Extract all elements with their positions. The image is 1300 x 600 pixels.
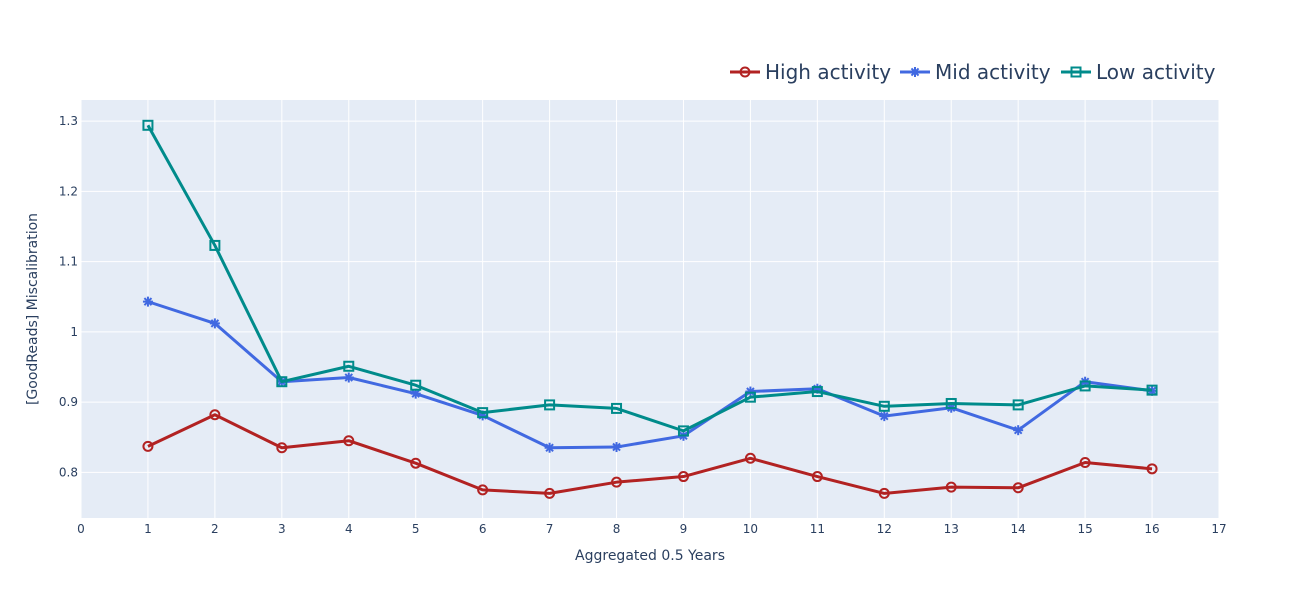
y-tick-label: 0.9 — [59, 395, 78, 409]
data-point-circle — [343, 435, 355, 447]
series-low-activity — [142, 119, 1158, 437]
data-point-asterisk — [343, 372, 354, 383]
x-tick-label: 16 — [1144, 522, 1159, 536]
legend-label: Low activity — [1096, 60, 1216, 84]
data-point-circle — [878, 487, 890, 499]
data-point-square — [544, 399, 556, 411]
grid-lines — [80, 100, 1220, 518]
data-point-asterisk — [1013, 425, 1024, 436]
y-tick-label: 1.3 — [59, 114, 78, 128]
data-point-asterisk — [142, 296, 153, 307]
x-tick-label: 3 — [278, 522, 286, 536]
data-point-circle — [410, 457, 422, 469]
plot-background — [81, 100, 1219, 518]
legend-label: Mid activity — [935, 60, 1051, 84]
y-tick-label: 1 — [70, 325, 78, 339]
y-tick-label: 0.8 — [59, 465, 78, 479]
series-line — [147, 413, 1153, 495]
x-tick-label: 12 — [877, 522, 892, 536]
legend: High activity Mid activity Low activity — [730, 60, 1216, 84]
data-point-asterisk — [611, 442, 622, 453]
data-point-circle — [1079, 457, 1091, 469]
data-point-circle — [811, 471, 823, 483]
data-point-square — [1146, 384, 1158, 396]
data-point-square — [209, 239, 221, 251]
x-tick-label: 5 — [412, 522, 420, 536]
x-axis-title: Aggregated 0.5 Years — [575, 548, 725, 564]
data-point-square — [945, 397, 957, 409]
y-axis-title: [GoodReads] Miscalibration — [25, 213, 41, 405]
x-tick-label: 10 — [743, 522, 758, 536]
x-tick-label: 8 — [613, 522, 621, 536]
data-point-circle — [739, 66, 751, 78]
series-high-activity — [142, 409, 1158, 499]
series-line — [146, 124, 1153, 433]
x-tick-label: 4 — [345, 522, 353, 536]
data-point-circle — [142, 440, 154, 452]
data-point-circle — [276, 442, 288, 454]
legend-label: High activity — [765, 60, 891, 84]
series-line — [147, 300, 1153, 450]
data-point-circle — [945, 481, 957, 493]
legend-item[interactable]: High activity — [730, 60, 891, 84]
data-point-square — [677, 425, 689, 437]
x-tick-label: 0 — [77, 522, 85, 536]
x-tick-label: 9 — [680, 522, 688, 536]
series-mid-activity — [142, 296, 1158, 453]
data-point-circle — [1146, 463, 1158, 475]
x-tick-label: 7 — [546, 522, 554, 536]
x-tick-label: 14 — [1011, 522, 1026, 536]
data-point-circle — [1012, 482, 1024, 494]
data-point-square — [878, 400, 890, 412]
legend-item[interactable]: Low activity — [1061, 60, 1216, 84]
data-point-square — [410, 379, 422, 391]
x-tick-label: 13 — [944, 522, 959, 536]
data-point-circle — [677, 471, 689, 483]
legend-item[interactable]: Mid activity — [900, 60, 1051, 84]
x-tick-label: 1 — [144, 522, 152, 536]
data-point-asterisk — [745, 386, 756, 397]
data-point-square — [1079, 380, 1091, 392]
x-tick-label: 17 — [1211, 522, 1226, 536]
data-point-asterisk — [544, 442, 555, 453]
data-point-circle — [209, 409, 221, 421]
x-tick-label: 6 — [479, 522, 487, 536]
data-point-square — [276, 376, 288, 388]
data-point-asterisk — [209, 318, 220, 329]
data-point-circle — [477, 484, 489, 496]
data-point-asterisk — [910, 67, 920, 77]
data-point-square — [477, 407, 489, 419]
data-point-square — [611, 402, 623, 414]
data-point-square — [343, 360, 355, 372]
x-tick-label: 2 — [211, 522, 219, 536]
y-tick-label: 1.2 — [59, 184, 78, 198]
data-point-square — [1070, 66, 1082, 78]
data-point-square — [811, 386, 823, 398]
data-point-square — [1012, 399, 1024, 411]
y-axis-ticks: 0.8 0.9 1 1.1 1.2 1.3 — [59, 114, 78, 479]
data-point-circle — [544, 487, 556, 499]
data-point-circle — [611, 476, 623, 488]
x-axis-ticks: 0 1 2 3 4 5 6 7 8 9 10 11 12 13 14 15 16 17 — [77, 522, 1226, 536]
data-point-asterisk — [879, 411, 890, 422]
y-tick-label: 1.1 — [59, 255, 78, 269]
x-tick-label: 11 — [810, 522, 825, 536]
data-point-square — [744, 391, 756, 403]
series-layer — [142, 119, 1158, 499]
data-point-square — [142, 119, 154, 131]
data-point-circle — [744, 452, 756, 464]
x-tick-label: 15 — [1077, 522, 1092, 536]
